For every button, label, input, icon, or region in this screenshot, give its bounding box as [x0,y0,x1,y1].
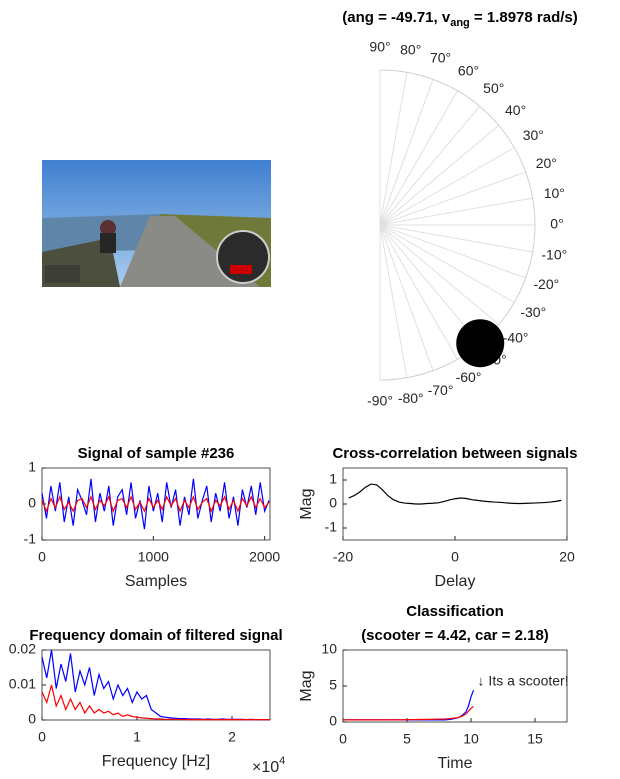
spoke [379,224,481,345]
y-tick-label: 0 [28,495,36,511]
y-tick-label: 0 [329,495,337,511]
x-axis-label: Delay [435,573,476,590]
theta-tick-label: 50° [483,80,504,96]
exponent-base: ×10 [252,759,279,776]
axes-box [342,467,568,541]
axes-box [41,649,271,721]
y-tick-label: 0.01 [9,676,36,692]
y-tick-label: -1 [24,531,37,547]
x-tick-label: 0 [339,731,347,747]
y-tick-label: -1 [325,519,338,535]
chart-subtitle: (scooter = 4.42, car = 2.18) [361,627,549,644]
angle-marker [456,319,505,368]
spoke [379,224,515,303]
x-axis-label: Samples [125,573,187,590]
y-tick-label: 1 [28,459,36,475]
title-text: = 1.8978 rad/s) [470,9,578,26]
chart-title: Classification [406,603,504,620]
title-text: (ang = -49.71, v [342,9,451,26]
spoke [379,171,526,226]
spoke [379,197,533,226]
theta-tick-label: -10° [541,246,567,262]
camera-photo [42,160,271,287]
y-tick-label: 0 [329,713,337,729]
y-tick-label: 0 [28,711,36,727]
y-tick-label: 0.02 [9,641,36,657]
theta-tick-label: 90° [369,39,390,55]
y-axis-label: Mag [298,488,315,519]
y-axis-label: Mag [298,670,315,701]
y-tick-label: 5 [329,677,337,693]
x-exponent: ×104 [252,755,285,776]
spoke [379,224,526,279]
theta-tick-label: -40° [503,329,529,345]
x-tick-label: 0 [38,549,46,565]
theta-tick-label: 60° [458,62,479,78]
theta-tick-label: 10° [544,185,565,201]
x-tick-label: 0 [451,549,459,565]
series-line [41,478,270,530]
x-tick-label: 1000 [138,549,169,565]
spoke [379,90,458,226]
spoke [379,224,458,360]
theta-tick-label: 0° [550,216,563,232]
title-subscript: ang [450,17,470,29]
spoke [379,224,434,371]
theta-tick-label: 40° [505,102,526,118]
series-line [41,684,270,721]
x-tick-label: 20 [559,549,575,565]
spoke [379,105,481,226]
series-line [41,495,270,513]
spoke [379,224,500,326]
chart-title: Frequency domain of filtered signal [29,627,282,644]
x-tick-label: 2 [228,729,236,745]
x-tick-label: 5 [403,731,411,747]
x-tick-label: 0 [38,729,46,745]
theta-tick-label: -20° [533,276,559,292]
spoke [379,72,408,226]
theta-tick-label: -30° [520,304,546,320]
spoke [379,224,533,253]
polar-title: (ang = -49.71, vang = 1.8978 rad/s) [342,9,578,29]
theta-tick-label: 20° [536,155,557,171]
x-axis-label: Frequency [Hz] [102,753,210,770]
exponent-power: 4 [279,755,285,767]
spoke [379,224,408,378]
theta-tick-label: -80° [398,390,424,406]
x-axis-label: Time [438,755,473,772]
chart-title: Signal of sample #236 [78,445,235,462]
spoke [379,79,434,226]
theta-tick-label: 30° [523,127,544,143]
x-tick-label: 2000 [249,549,280,565]
spoke [379,124,500,226]
x-tick-label: 10 [463,731,479,747]
series-line [348,483,562,505]
theta-tick-label: -90° [367,393,393,409]
y-tick-label: 10 [321,641,337,657]
annotation: ↓ Its a scooter! [478,673,569,689]
series-line [343,705,474,721]
theta-tick-label: -70° [428,382,454,398]
y-tick-label: 1 [329,471,337,487]
x-tick-label: 1 [133,729,141,745]
chart-title: Cross-correlation between signals [332,445,577,462]
theta-tick-label: 80° [400,41,421,57]
theta-tick-label: 70° [430,49,451,65]
axes-box [342,649,568,723]
polar-rim [379,69,536,381]
spoke [379,147,515,226]
theta-tick-label: -60° [456,369,482,385]
x-tick-label: 15 [527,731,543,747]
x-tick-label: -20 [333,549,353,565]
